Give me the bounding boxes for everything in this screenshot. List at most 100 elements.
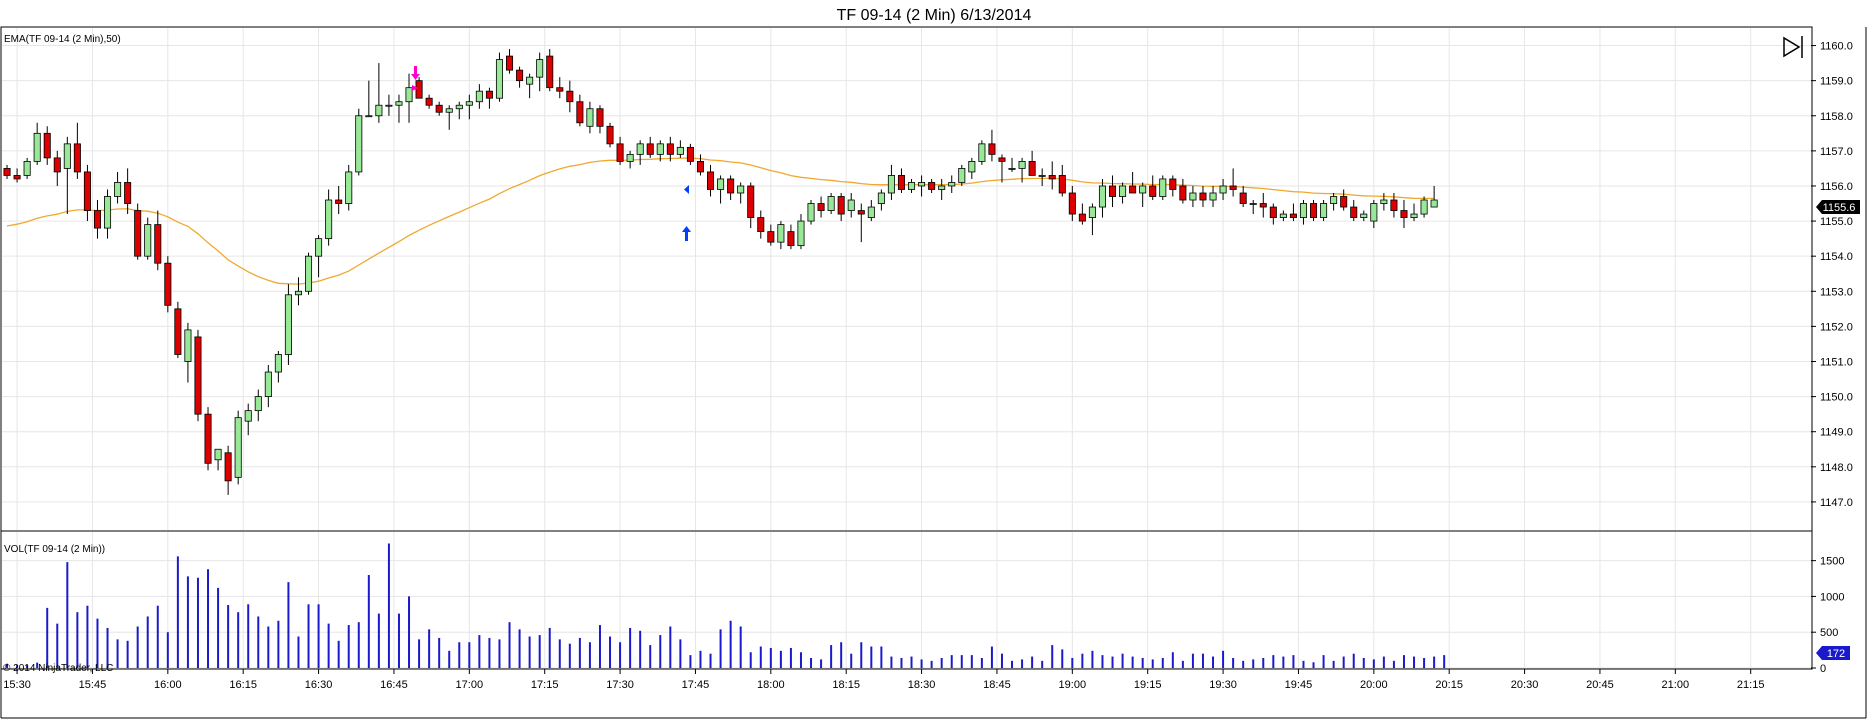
candle-body xyxy=(1219,185,1227,194)
candle-body xyxy=(968,160,976,173)
y-tick-label: 1148.0 xyxy=(1820,462,1853,474)
price-axis: 1147.0 1148.0 1149.0 1150.0 1151.0 1152.0 1153… xyxy=(1811,41,1853,509)
candle-body xyxy=(365,115,373,118)
candle-body xyxy=(516,69,524,82)
chart-title: TF 09-14 (2 Min) 6/13/2014 xyxy=(837,7,1032,24)
candle-body xyxy=(646,143,654,155)
y-tick-label: 1159.0 xyxy=(1820,76,1853,88)
candle-body xyxy=(154,224,162,264)
time-axis: 15:30 15:45 16:00 16:15 16:30 16:45 17:00 17:15… xyxy=(3,669,1764,691)
candle-body xyxy=(1269,206,1277,218)
candle-body xyxy=(696,160,704,173)
candle-body xyxy=(284,294,292,355)
long-entry-arrow xyxy=(682,185,691,241)
candle-body xyxy=(1430,199,1438,208)
candle-body xyxy=(988,143,996,155)
candle-body xyxy=(1229,185,1237,190)
candle-body xyxy=(475,90,483,103)
candle-body xyxy=(707,171,715,190)
x-tick-label: 15:30 xyxy=(3,679,31,691)
x-tick-label: 17:15 xyxy=(531,679,559,691)
candle-body xyxy=(83,171,91,211)
candle-body xyxy=(355,115,363,173)
x-tick-label: 17:30 xyxy=(606,679,634,691)
skip-to-end-icon[interactable] xyxy=(1783,36,1803,58)
candle-body xyxy=(938,185,946,190)
y-tick-label: 1153.0 xyxy=(1820,286,1853,298)
candle-body xyxy=(1390,199,1398,211)
x-tick-label: 16:45 xyxy=(380,679,408,691)
candle-body xyxy=(144,224,152,257)
candle-body xyxy=(415,80,423,99)
y-tick-label: 1151.0 xyxy=(1820,356,1853,368)
candle-body xyxy=(1129,185,1137,194)
candle-body xyxy=(1410,213,1418,218)
candle-body xyxy=(1179,185,1187,201)
candle-body xyxy=(425,97,433,106)
candle-body xyxy=(455,104,463,110)
candle-body xyxy=(1420,199,1428,215)
candle-body xyxy=(164,262,172,306)
candle-body xyxy=(807,203,815,222)
candle-body xyxy=(1199,192,1207,201)
candle-body xyxy=(244,410,252,422)
candle-body xyxy=(787,231,795,247)
candle-body xyxy=(797,220,805,247)
candle-body xyxy=(1310,203,1318,218)
x-tick-label: 16:00 xyxy=(154,679,182,691)
candle-body xyxy=(1109,185,1117,197)
x-tick-label: 18:30 xyxy=(908,679,936,691)
candle-body xyxy=(546,55,554,89)
candle-body xyxy=(757,217,765,233)
candle-body xyxy=(857,210,865,215)
y-tick-label: 500 xyxy=(1820,627,1838,639)
candle-body xyxy=(737,185,745,194)
candle-body xyxy=(33,132,41,162)
candle-body xyxy=(435,104,443,113)
candle-body xyxy=(3,168,11,176)
candle-body xyxy=(184,329,192,362)
x-tick-label: 17:00 xyxy=(456,679,484,691)
candle-body xyxy=(747,185,755,218)
candle-body xyxy=(405,87,413,103)
candle-body xyxy=(837,196,845,215)
y-tick-label: 1150.0 xyxy=(1820,392,1853,404)
candle-body xyxy=(1018,160,1026,169)
x-tick-label: 19:45 xyxy=(1285,679,1313,691)
candle-body xyxy=(676,146,684,155)
candle-body xyxy=(335,199,343,204)
volume-bars xyxy=(6,543,1446,668)
last-volume-badge: 172 xyxy=(1816,646,1850,660)
candle-body xyxy=(897,175,905,190)
candle-body xyxy=(636,143,644,155)
candle-body xyxy=(576,101,584,124)
volume-panel[interactable] xyxy=(0,530,1813,670)
y-tick-label: 1000 xyxy=(1820,591,1844,603)
ema-line-path xyxy=(6,157,1435,285)
candle-body xyxy=(385,104,393,107)
candle-body xyxy=(656,143,664,155)
short-entry-arrow xyxy=(411,66,420,91)
last-price-label: 1155.6 xyxy=(1823,202,1856,214)
y-tick-label: 1152.0 xyxy=(1820,321,1853,333)
candle-body xyxy=(1088,206,1096,218)
candle-body xyxy=(495,59,503,99)
candle-body xyxy=(998,157,1006,162)
copyright-text: © 2014 NinjaTrader, LLC xyxy=(3,663,113,674)
candle-body xyxy=(1149,185,1157,197)
candle-body xyxy=(596,108,604,127)
candle-body xyxy=(214,448,222,461)
candle-body xyxy=(526,76,534,85)
candle-body xyxy=(445,108,453,113)
candle-body xyxy=(1139,185,1147,194)
x-tick-label: 15:45 xyxy=(79,679,107,691)
candle-body xyxy=(626,153,634,162)
candle-body xyxy=(817,203,825,211)
candle-body xyxy=(1169,178,1177,190)
candle-body xyxy=(254,396,262,412)
candle-body xyxy=(958,168,966,183)
candle-body xyxy=(375,104,383,117)
candle-body xyxy=(174,308,182,355)
candle-body xyxy=(1249,203,1257,205)
